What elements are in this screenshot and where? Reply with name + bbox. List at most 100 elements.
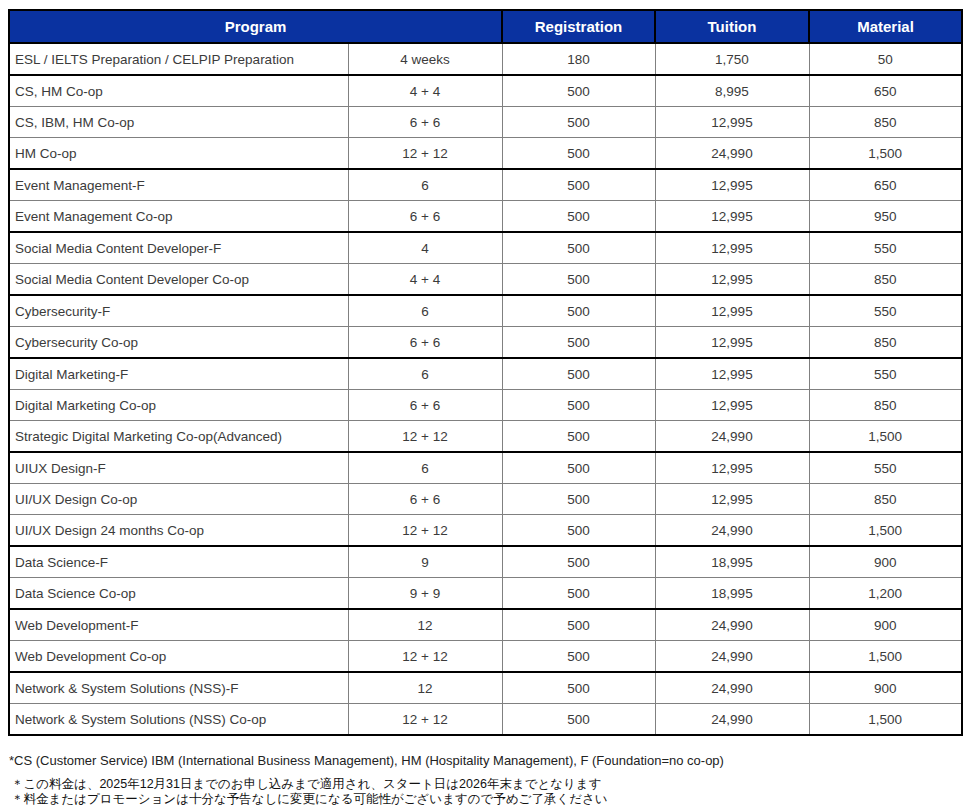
program-cell: HM Co-op bbox=[9, 138, 348, 170]
footnote-jp-disclaimer: ＊料金またはプロモーションは十分な予告なしに変更になる可能性がございますので予め… bbox=[11, 792, 961, 807]
program-cell: UIUX Design-F bbox=[9, 452, 348, 484]
table-row: CS, HM Co-op4 + 45008,995650 bbox=[9, 75, 962, 107]
tuition-cell: 12,995 bbox=[655, 232, 809, 264]
duration-cell: 12 + 12 bbox=[348, 641, 502, 673]
duration-cell: 12 + 12 bbox=[348, 515, 502, 547]
program-cell: Data Science-F bbox=[9, 546, 348, 578]
tuition-cell: 12,995 bbox=[655, 107, 809, 138]
program-cell: ESL / IELTS Preparation / CELPIP Prepara… bbox=[9, 43, 348, 75]
tuition-cell: 1,750 bbox=[655, 43, 809, 75]
registration-cell: 500 bbox=[502, 295, 655, 327]
tuition-cell: 12,995 bbox=[655, 264, 809, 296]
duration-cell: 4 + 4 bbox=[348, 264, 502, 296]
material-cell: 950 bbox=[809, 201, 962, 233]
table-row: UI/UX Design 24 months Co-op12 + 1250024… bbox=[9, 515, 962, 547]
table-row: UIUX Design-F650012,995550 bbox=[9, 452, 962, 484]
program-cell: Event Management Co-op bbox=[9, 201, 348, 233]
tuition-cell: 24,990 bbox=[655, 704, 809, 736]
program-cell: UI/UX Design 24 months Co-op bbox=[9, 515, 348, 547]
registration-cell: 500 bbox=[502, 452, 655, 484]
registration-cell: 500 bbox=[502, 515, 655, 547]
program-cell: UI/UX Design Co-op bbox=[9, 484, 348, 515]
tuition-cell: 12,995 bbox=[655, 327, 809, 359]
duration-cell: 12 bbox=[348, 609, 502, 641]
duration-cell: 12 bbox=[348, 672, 502, 704]
material-cell: 850 bbox=[809, 264, 962, 296]
registration-cell: 500 bbox=[502, 138, 655, 170]
program-cell: Social Media Content Developer-F bbox=[9, 232, 348, 264]
table-row: UI/UX Design Co-op6 + 650012,995850 bbox=[9, 484, 962, 515]
material-cell: 650 bbox=[809, 169, 962, 201]
tuition-cell: 24,990 bbox=[655, 138, 809, 170]
tuition-cell: 8,995 bbox=[655, 75, 809, 107]
duration-cell: 12 + 12 bbox=[348, 704, 502, 736]
material-cell: 900 bbox=[809, 672, 962, 704]
table-body: ESL / IELTS Preparation / CELPIP Prepara… bbox=[9, 43, 962, 735]
header-program: Program bbox=[9, 10, 502, 43]
duration-cell: 6 + 6 bbox=[348, 327, 502, 359]
page: Program Registration Tuition Material ES… bbox=[0, 0, 967, 811]
table-row: Strategic Digital Marketing Co-op(Advanc… bbox=[9, 421, 962, 453]
material-cell: 1,500 bbox=[809, 515, 962, 547]
duration-cell: 6 bbox=[348, 295, 502, 327]
duration-cell: 6 + 6 bbox=[348, 390, 502, 421]
duration-cell: 6 bbox=[348, 452, 502, 484]
duration-cell: 4 bbox=[348, 232, 502, 264]
registration-cell: 500 bbox=[502, 107, 655, 138]
registration-cell: 500 bbox=[502, 672, 655, 704]
material-cell: 1,500 bbox=[809, 641, 962, 673]
table-row: Event Management-F650012,995650 bbox=[9, 169, 962, 201]
duration-cell: 6 bbox=[348, 169, 502, 201]
table-header: Program Registration Tuition Material bbox=[9, 10, 962, 43]
registration-cell: 500 bbox=[502, 264, 655, 296]
duration-cell: 6 + 6 bbox=[348, 484, 502, 515]
tuition-cell: 24,990 bbox=[655, 641, 809, 673]
tuition-cell: 12,995 bbox=[655, 169, 809, 201]
program-cell: Cybersecurity-F bbox=[9, 295, 348, 327]
tuition-cell: 24,990 bbox=[655, 609, 809, 641]
material-cell: 1,500 bbox=[809, 704, 962, 736]
registration-cell: 500 bbox=[502, 546, 655, 578]
registration-cell: 500 bbox=[502, 641, 655, 673]
footnote-jp-validity: ＊この料金は、2025年12月31日までのお申し込みまで適用され、スタート日は2… bbox=[11, 777, 961, 792]
table-row: ESL / IELTS Preparation / CELPIP Prepara… bbox=[9, 43, 962, 75]
table-row: Digital Marketing-F650012,995550 bbox=[9, 358, 962, 390]
table-row: Cybersecurity-F650012,995550 bbox=[9, 295, 962, 327]
duration-cell: 6 bbox=[348, 358, 502, 390]
table-row: HM Co-op12 + 1250024,9901,500 bbox=[9, 138, 962, 170]
material-cell: 900 bbox=[809, 546, 962, 578]
material-cell: 1,500 bbox=[809, 421, 962, 453]
program-cell: Network & System Solutions (NSS) Co-op bbox=[9, 704, 348, 736]
material-cell: 550 bbox=[809, 358, 962, 390]
table-row: Digital Marketing Co-op6 + 650012,995850 bbox=[9, 390, 962, 421]
material-cell: 550 bbox=[809, 452, 962, 484]
header-registration: Registration bbox=[502, 10, 655, 43]
program-cell: Event Management-F bbox=[9, 169, 348, 201]
table-row: Network & System Solutions (NSS) Co-op12… bbox=[9, 704, 962, 736]
duration-cell: 4 weeks bbox=[348, 43, 502, 75]
program-cell: Web Development Co-op bbox=[9, 641, 348, 673]
material-cell: 550 bbox=[809, 295, 962, 327]
program-cell: Web Development-F bbox=[9, 609, 348, 641]
program-cell: Cybersecurity Co-op bbox=[9, 327, 348, 359]
program-cell: CS, HM Co-op bbox=[9, 75, 348, 107]
duration-cell: 9 + 9 bbox=[348, 578, 502, 610]
registration-cell: 500 bbox=[502, 75, 655, 107]
table-row: Network & System Solutions (NSS)-F125002… bbox=[9, 672, 962, 704]
material-cell: 900 bbox=[809, 609, 962, 641]
tuition-cell: 18,995 bbox=[655, 546, 809, 578]
registration-cell: 500 bbox=[502, 358, 655, 390]
table-row: CS, IBM, HM Co-op6 + 650012,995850 bbox=[9, 107, 962, 138]
registration-cell: 500 bbox=[502, 232, 655, 264]
tuition-cell: 18,995 bbox=[655, 578, 809, 610]
registration-cell: 500 bbox=[502, 169, 655, 201]
duration-cell: 6 + 6 bbox=[348, 201, 502, 233]
table-row: Web Development-F1250024,990900 bbox=[9, 609, 962, 641]
duration-cell: 12 + 12 bbox=[348, 421, 502, 453]
tuition-cell: 12,995 bbox=[655, 358, 809, 390]
header-row: Program Registration Tuition Material bbox=[9, 10, 962, 43]
registration-cell: 500 bbox=[502, 390, 655, 421]
table-row: Cybersecurity Co-op6 + 650012,995850 bbox=[9, 327, 962, 359]
duration-cell: 9 bbox=[348, 546, 502, 578]
tuition-cell: 12,995 bbox=[655, 295, 809, 327]
